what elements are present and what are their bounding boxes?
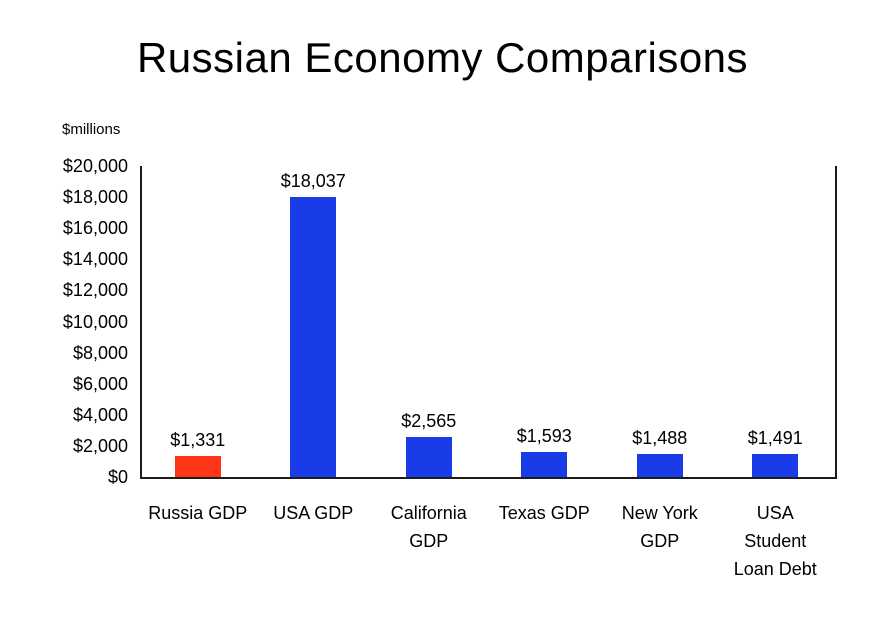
category-label: Texas GDP (487, 499, 603, 527)
y-axis-tick-label: $8,000 (72, 342, 128, 363)
bar-usa-student-loan-debt (752, 453, 799, 477)
category-label-line: GDP (409, 531, 449, 551)
y-axis-tick-label: $16,000 (62, 218, 128, 239)
bar-value-label: $1,593 (516, 426, 572, 447)
category-label-line: Loan Debt (733, 559, 817, 579)
bar-value-label: $1,488 (632, 427, 688, 448)
category-label-line: Texas GDP (498, 503, 590, 523)
bar-russia-gdp (174, 456, 221, 477)
category-label-line: USA (756, 503, 794, 523)
bar-value-label: $2,565 (401, 411, 457, 432)
y-axis-tick-label: $0 (107, 467, 128, 487)
category-label-line: New York (621, 503, 698, 523)
category-label: USA GDP (256, 499, 372, 527)
bar-usa-gdp (290, 196, 337, 477)
category-label-line: California (390, 503, 467, 523)
category-label-line: Student (744, 531, 807, 551)
category-label-line: Russia GDP (148, 503, 248, 523)
plot-area (140, 166, 837, 479)
y-axis-tick-label: $6,000 (72, 373, 128, 394)
category-label: New York GDP (602, 499, 718, 555)
category-label: Russia GDP (140, 499, 256, 527)
bar-value-label: $18,037 (280, 170, 346, 191)
category-label-line: USA GDP (273, 503, 354, 523)
y-axis-unit-label: $millions (62, 121, 121, 138)
category-label-line: GDP (640, 531, 680, 551)
y-axis-tick-label: $18,000 (62, 187, 128, 208)
y-axis-tick-label: $4,000 (72, 404, 128, 425)
bar-value-label: $1,491 (747, 427, 803, 448)
bar-california-gdp (405, 437, 452, 477)
y-axis-tick-label: $10,000 (62, 311, 128, 332)
y-axis-tick-label: $12,000 (62, 280, 128, 301)
y-axis-tick-label: $20,000 (62, 156, 128, 176)
chart-title: Russian Economy Comparisons (136, 34, 749, 81)
y-axis-tick-label: $14,000 (62, 249, 128, 270)
bar-texas-gdp (521, 452, 568, 477)
bar-new-york-gdp (636, 453, 683, 477)
category-label: USA Student Loan Debt (718, 499, 834, 583)
bar-value-label: $1,331 (170, 430, 226, 451)
category-label: California GDP (371, 499, 487, 555)
y-axis-tick-label: $2,000 (72, 435, 128, 456)
